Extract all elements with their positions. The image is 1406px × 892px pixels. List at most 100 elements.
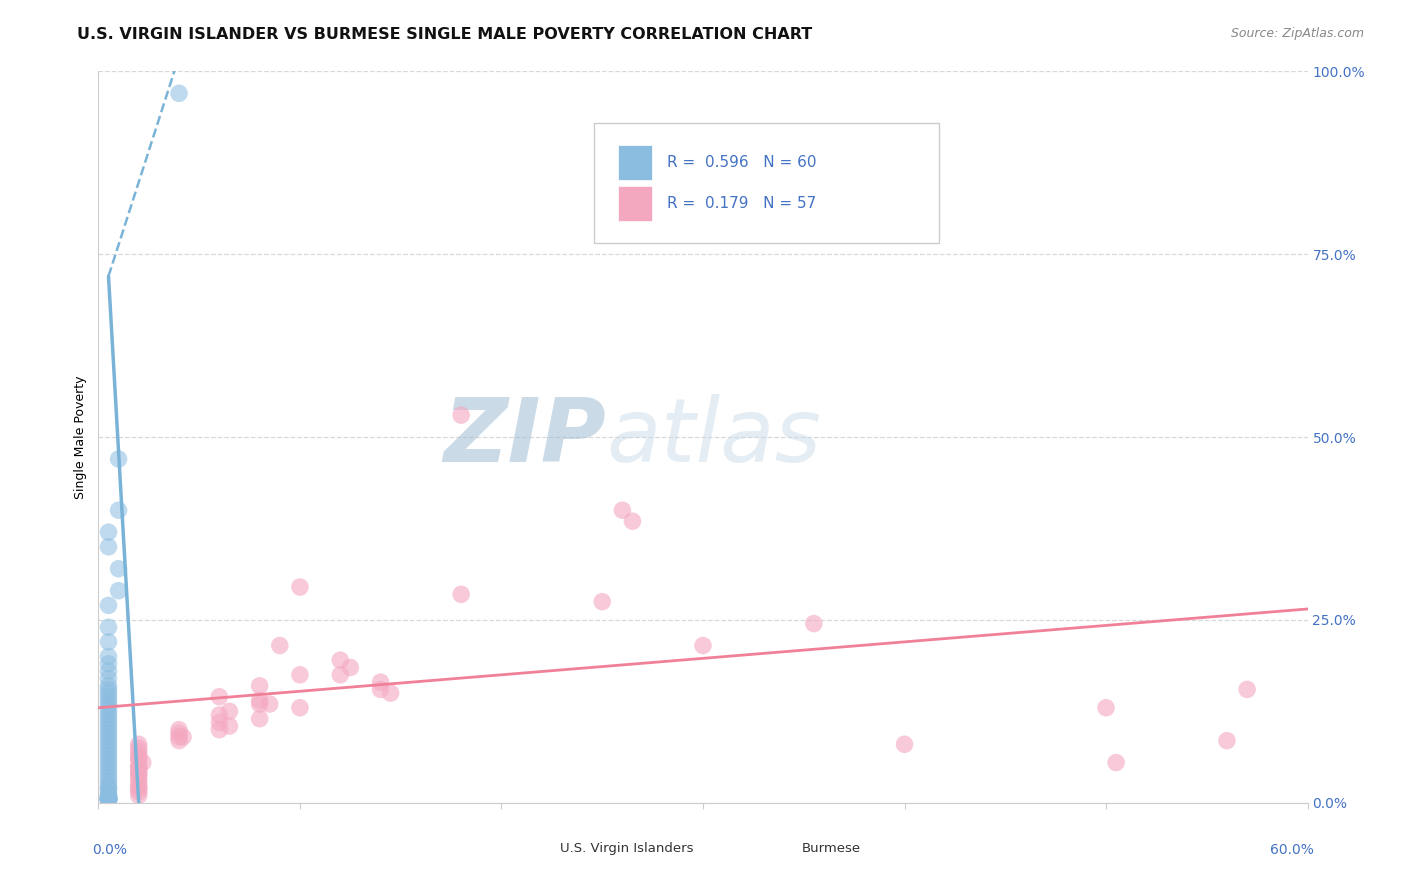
Point (621, 514, 644, 528)
Point (97, 708, 120, 723)
Point (249, 693, 271, 707)
Point (97, 792, 120, 806)
Point (107, 562, 129, 576)
Point (97, 781, 120, 796)
Point (107, 503, 129, 517)
Point (97, 792, 120, 806)
Point (893, 737, 915, 751)
Point (97, 792, 120, 806)
Point (591, 594, 613, 608)
Point (128, 766, 150, 780)
Point (208, 690, 231, 704)
Point (97, 759, 120, 773)
Text: U.S. VIRGIN ISLANDER VS BURMESE SINGLE MALE POVERTY CORRELATION CHART: U.S. VIRGIN ISLANDER VS BURMESE SINGLE M… (77, 27, 813, 42)
Point (167, 723, 190, 737)
Text: Source: ZipAtlas.com: Source: ZipAtlas.com (1230, 27, 1364, 40)
Point (97, 737, 120, 751)
Point (97, 620, 120, 634)
Point (97, 733, 120, 747)
Text: ZIP: ZIP (443, 393, 606, 481)
Point (97, 789, 120, 803)
Point (128, 752, 150, 766)
Point (97, 785, 120, 799)
Point (97, 792, 120, 806)
Point (97, 723, 120, 737)
Text: R =  0.596   N = 60: R = 0.596 N = 60 (666, 154, 817, 169)
Bar (619, 145, 652, 179)
Point (370, 675, 392, 690)
Point (97, 690, 120, 704)
Point (167, 726, 190, 740)
Point (128, 740, 150, 755)
Text: 60.0%: 60.0% (1270, 843, 1313, 857)
Point (97, 792, 120, 806)
Point (128, 752, 150, 766)
Point (329, 667, 352, 681)
Point (218, 719, 240, 733)
Point (259, 697, 281, 711)
Point (339, 660, 361, 674)
Point (97, 770, 120, 784)
Y-axis label: Single Male Poverty: Single Male Poverty (75, 376, 87, 499)
Point (128, 737, 150, 751)
Point (97, 789, 120, 803)
Point (128, 785, 150, 799)
Point (380, 686, 402, 700)
Point (97, 693, 120, 707)
Text: 0.0%: 0.0% (93, 843, 128, 857)
Point (97, 773, 120, 788)
Text: atlas: atlas (606, 394, 821, 480)
Point (97, 792, 120, 806)
Point (128, 745, 150, 759)
Point (249, 697, 271, 711)
Point (167, 87, 190, 101)
Point (208, 723, 231, 737)
Point (97, 792, 120, 806)
Point (1105, 756, 1128, 770)
Point (1095, 700, 1118, 714)
Point (97, 745, 120, 759)
Point (97, 672, 120, 686)
Point (97, 752, 120, 766)
Point (128, 781, 150, 796)
Point (208, 715, 231, 730)
Point (1216, 733, 1239, 747)
Point (329, 653, 352, 667)
Point (97, 635, 120, 649)
Point (249, 712, 271, 726)
Point (97, 789, 120, 803)
Bar (769, 838, 796, 859)
Point (97, 792, 120, 806)
Point (128, 773, 150, 788)
Point (97, 664, 120, 678)
Point (97, 715, 120, 730)
Point (167, 730, 190, 744)
Point (249, 679, 271, 693)
Point (97, 525, 120, 540)
Point (370, 682, 392, 697)
FancyBboxPatch shape (595, 122, 939, 244)
Point (97, 792, 120, 806)
Point (128, 759, 150, 773)
Bar (619, 186, 652, 221)
Point (97, 726, 120, 740)
Point (97, 712, 120, 726)
Point (97, 781, 120, 796)
Point (128, 789, 150, 803)
Point (97, 756, 120, 770)
Point (97, 792, 120, 806)
Point (288, 580, 311, 594)
Point (128, 763, 150, 777)
Point (208, 708, 231, 723)
Point (172, 730, 194, 744)
Point (450, 587, 472, 601)
Text: U.S. Virgin Islanders: U.S. Virgin Islanders (561, 842, 693, 855)
Point (128, 781, 150, 796)
Point (97, 705, 120, 719)
Point (97, 792, 120, 806)
Point (97, 679, 120, 693)
Point (612, 503, 634, 517)
Point (128, 770, 150, 784)
Point (288, 667, 311, 681)
Point (128, 759, 150, 773)
